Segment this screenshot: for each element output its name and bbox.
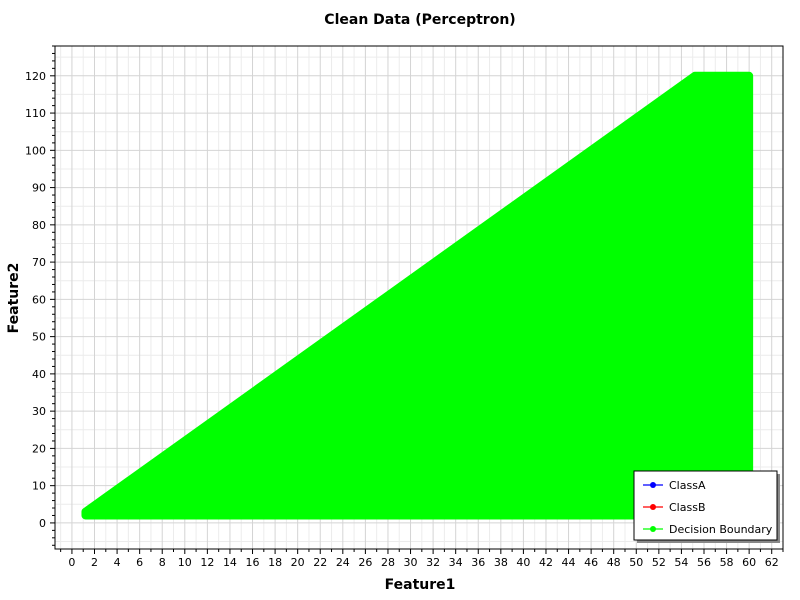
x-tick-label: 54 bbox=[674, 556, 688, 569]
y-tick-label: 40 bbox=[32, 368, 46, 381]
legend-item-classb: ClassB bbox=[643, 501, 706, 514]
y-tick-label: 90 bbox=[32, 182, 46, 195]
x-tick-label: 22 bbox=[313, 556, 327, 569]
legend-item-classa: ClassA bbox=[643, 479, 706, 492]
x-tick-label: 12 bbox=[200, 556, 214, 569]
x-tick-label: 28 bbox=[381, 556, 395, 569]
x-tick-label: 60 bbox=[742, 556, 756, 569]
y-tick-label: 0 bbox=[39, 517, 46, 530]
x-tick-label: 30 bbox=[404, 556, 418, 569]
x-tick-label: 4 bbox=[114, 556, 121, 569]
legend-marker-decision-boundary bbox=[650, 526, 656, 532]
x-tick-label: 32 bbox=[426, 556, 440, 569]
x-tick-label: 14 bbox=[223, 556, 237, 569]
x-tick-label: 18 bbox=[268, 556, 282, 569]
y-tick-label: 60 bbox=[32, 293, 46, 306]
x-tick-label: 0 bbox=[68, 556, 75, 569]
y-tick-label: 50 bbox=[32, 331, 46, 344]
y-tick-label: 70 bbox=[32, 256, 46, 269]
y-tick-label: 20 bbox=[32, 442, 46, 455]
legend-marker-classa bbox=[650, 482, 656, 488]
x-tick-label: 38 bbox=[494, 556, 508, 569]
chart-title: Clean Data (Perceptron) bbox=[324, 12, 515, 28]
y-tick-label: 110 bbox=[25, 107, 46, 120]
y-tick-label: 100 bbox=[25, 144, 46, 157]
y-tick-label: 10 bbox=[32, 480, 46, 493]
x-tick-label: 16 bbox=[246, 556, 260, 569]
x-tick-label: 10 bbox=[178, 556, 192, 569]
legend-label-decision-boundary: Decision Boundary bbox=[669, 523, 773, 536]
series-layer bbox=[81, 71, 754, 520]
y-tick-label: 30 bbox=[32, 405, 46, 418]
x-tick-label: 50 bbox=[629, 556, 643, 569]
x-tick-label: 58 bbox=[720, 556, 734, 569]
x-tick-label: 48 bbox=[607, 556, 621, 569]
legend-label-classb: ClassB bbox=[669, 501, 706, 514]
legend: ClassA ClassB Decision Boundary bbox=[633, 470, 780, 543]
x-tick-label: 26 bbox=[358, 556, 372, 569]
decision-boundary-series bbox=[81, 71, 754, 520]
axes: 0 2 4 6 8 10 12 14 16 18 20 22 24 26 28 30 32 34 36 38 40 42 4… bbox=[25, 45, 784, 569]
plot-area-frame bbox=[54, 45, 784, 550]
y-tick-label: 80 bbox=[32, 219, 46, 232]
x-tick-label: 46 bbox=[584, 556, 598, 569]
x-tick-label: 40 bbox=[516, 556, 530, 569]
y-tick-label: 120 bbox=[25, 70, 46, 83]
x-tick-label: 36 bbox=[471, 556, 485, 569]
x-tick-label: 20 bbox=[291, 556, 305, 569]
x-tick-label: 6 bbox=[136, 556, 143, 569]
legend-marker-classb bbox=[650, 504, 656, 510]
x-tick-label: 8 bbox=[159, 556, 166, 569]
x-tick-label: 42 bbox=[539, 556, 553, 569]
x-axis-title: Feature1 bbox=[385, 577, 456, 593]
x-tick-label: 2 bbox=[91, 556, 98, 569]
x-tick-label: 56 bbox=[697, 556, 711, 569]
legend-label-classa: ClassA bbox=[669, 479, 706, 492]
y-axis-title: Feature2 bbox=[6, 263, 22, 334]
x-tick-label: 62 bbox=[765, 556, 779, 569]
x-tick-label: 24 bbox=[336, 556, 350, 569]
legend-items: ClassA ClassB Decision Boundary bbox=[643, 479, 773, 536]
legend-item-decision-boundary: Decision Boundary bbox=[643, 523, 773, 536]
x-tick-label: 34 bbox=[449, 556, 463, 569]
x-tick-label: 52 bbox=[652, 556, 666, 569]
x-tick-label: 44 bbox=[562, 556, 576, 569]
